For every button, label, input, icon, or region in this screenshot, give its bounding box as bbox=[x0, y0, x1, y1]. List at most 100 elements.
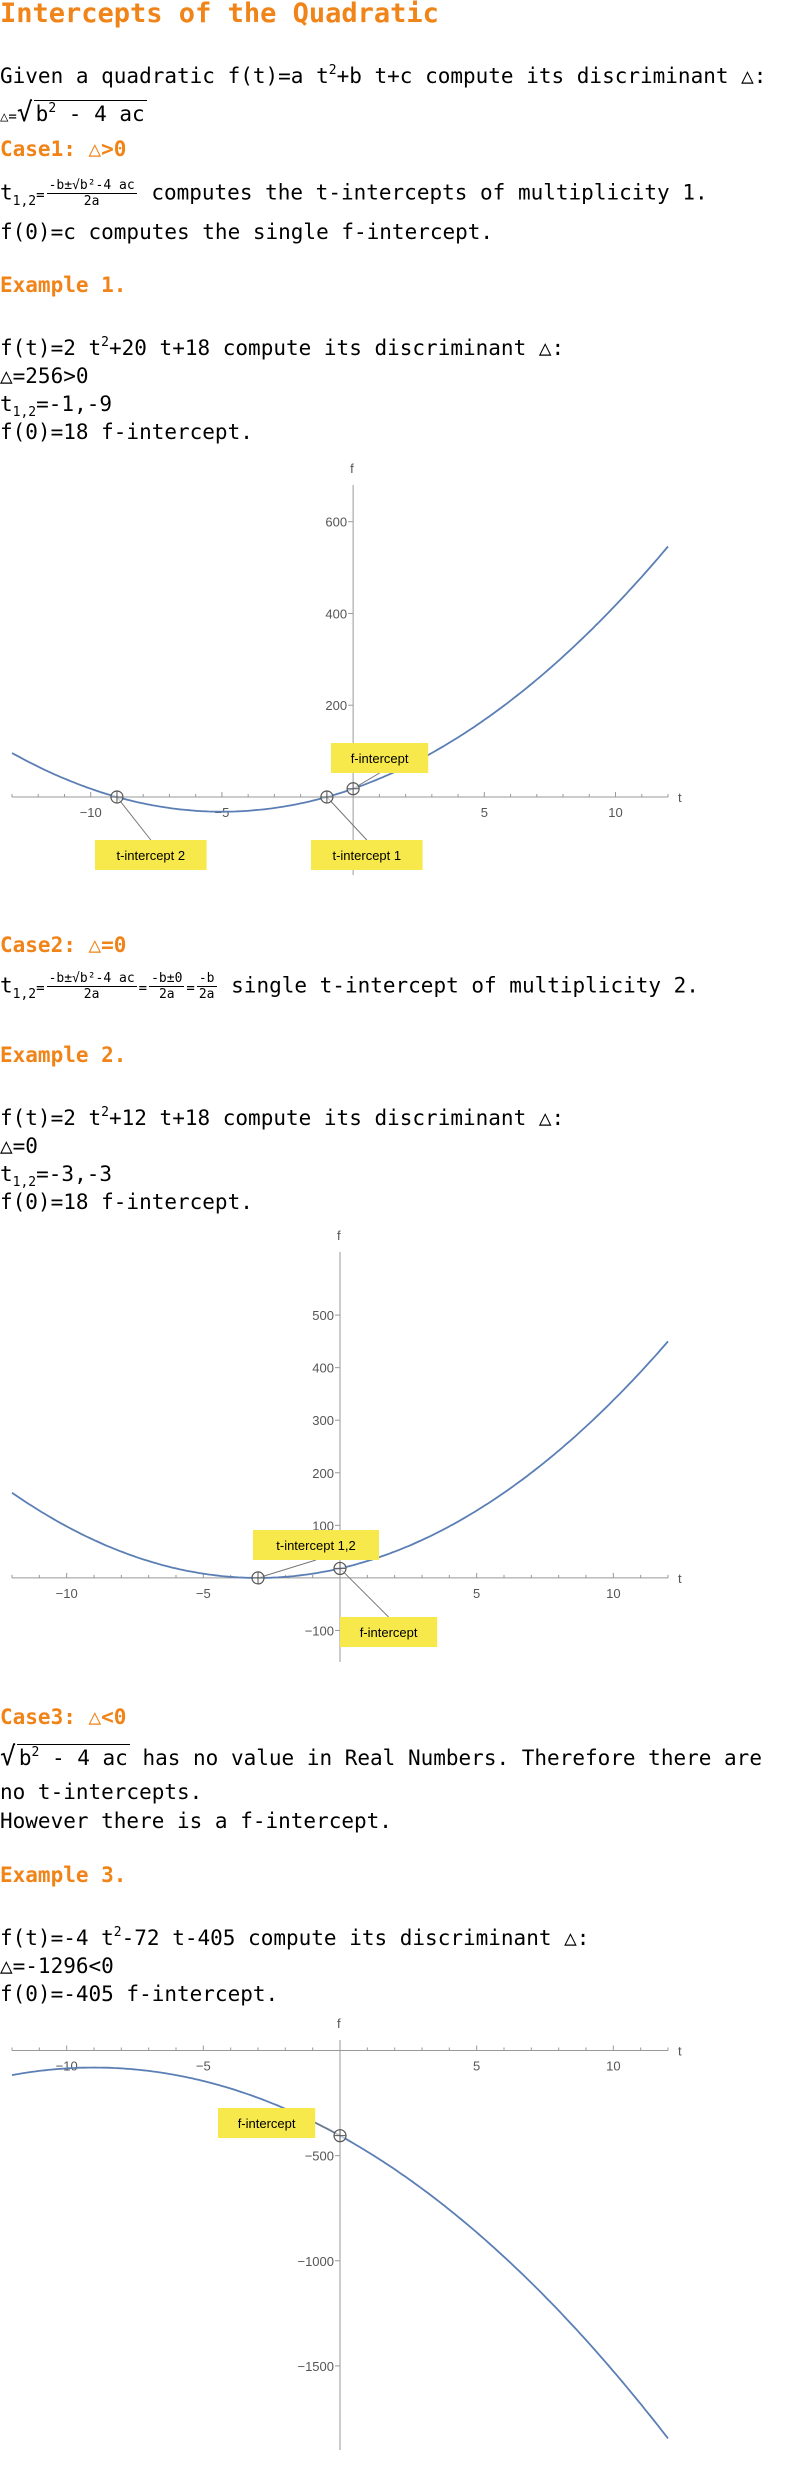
case2-formula-2-numerator: -b±0 bbox=[149, 971, 185, 987]
intercept-crosshair bbox=[334, 1562, 346, 1575]
example1-function: f(t)=2 t2+20 t+18 compute its discrimina… bbox=[0, 335, 564, 365]
case3-line1-text: has no value in Real Numbers. Therefore … bbox=[129, 1746, 762, 1770]
disc-radicand-rest: - 4 ac bbox=[56, 102, 145, 126]
example2-heading: Example 2. bbox=[0, 1043, 127, 1067]
callout-box bbox=[218, 2108, 316, 2138]
intro-func-exponent: 2 bbox=[328, 63, 337, 78]
t-axis-label: t bbox=[678, 1571, 682, 1586]
intro-prefix: Given a quadratic bbox=[0, 64, 228, 88]
case2-formula-1-denominator: 2a bbox=[83, 987, 100, 1002]
f-axis-label: f bbox=[337, 2016, 341, 2031]
case2-formula-3-numerator: -b bbox=[196, 971, 217, 987]
y-tick-label: 400 bbox=[312, 1361, 334, 1376]
example2-t-values: =-3,-3 bbox=[36, 1162, 112, 1186]
callout-box bbox=[95, 840, 207, 870]
callout-label: f-intercept bbox=[360, 1625, 418, 1640]
x-tick-label: 5 bbox=[473, 2059, 480, 2074]
quadratic-formula: -b±√b²-4 ac 2a bbox=[46, 178, 137, 209]
x-tick-label: 10 bbox=[608, 805, 622, 820]
y-tick-label: −1500 bbox=[297, 2359, 334, 2374]
intercept-crosshair bbox=[347, 782, 360, 795]
callout-box bbox=[331, 743, 429, 773]
case1-f0-line: f(0)=c computes the single f-intercept. bbox=[0, 220, 494, 244]
example2-f-rest: +12 t+18 compute its discriminant △: bbox=[108, 1106, 565, 1130]
x-tick-label: 10 bbox=[606, 1586, 620, 1601]
example3-f0: f(0)=-405 f-intercept. bbox=[0, 1982, 279, 2006]
f-axis-label: f bbox=[350, 461, 354, 476]
example3-f-rest: -72 t-405 compute its discriminant △: bbox=[121, 1926, 590, 1950]
case3-line2: no t-intercepts. bbox=[0, 1780, 203, 1804]
y-tick-label: −100 bbox=[305, 1623, 334, 1638]
case1-heading: Case1: △>0 bbox=[0, 137, 127, 161]
example2-disc: △=0 bbox=[0, 1134, 38, 1158]
callout-label: t-intercept 2 bbox=[116, 848, 185, 863]
callout-box bbox=[340, 1617, 438, 1647]
intro-suffix: compute its discriminant △: bbox=[412, 64, 767, 88]
intro-line: Given a quadratic f(t)=a t2+b t+c comput… bbox=[0, 63, 766, 93]
y-tick-label: 500 bbox=[312, 1308, 334, 1323]
y-tick-label: 600 bbox=[325, 515, 347, 530]
example3-chart: t f −10 −5 5 10 −500 −1000 −1500 f-intercept bbox=[11, 2016, 682, 2450]
case2-formula-1-numerator: -b±√b²-4 ac bbox=[46, 971, 137, 987]
example2-f-exponent: 2 bbox=[101, 1105, 109, 1120]
disc-lhs: △= bbox=[0, 109, 17, 125]
callout-label: t-intercept 1 bbox=[332, 848, 401, 863]
case3-radicand-exponent: 2 bbox=[31, 1745, 40, 1760]
example1-f-exponent: 2 bbox=[101, 335, 109, 350]
case3-radicand-b: b bbox=[18, 1746, 32, 1770]
x-tick-label: −10 bbox=[56, 1586, 78, 1601]
x-tick-label: −10 bbox=[56, 2059, 78, 2074]
y-tick-label: 200 bbox=[325, 698, 347, 713]
example1-t-values: =-1,-9 bbox=[36, 392, 112, 416]
example3-disc: △=-1296<0 bbox=[0, 1954, 114, 1978]
example2-function: f(t)=2 t2+12 t+18 compute its discrimina… bbox=[0, 1105, 564, 1135]
example3-function: f(t)=-4 t2-72 t-405 compute its discrimi… bbox=[0, 1925, 589, 1955]
t-axis-label: t bbox=[678, 2044, 682, 2059]
page-title: Intercepts of the Quadratic bbox=[0, 0, 439, 29]
case3-radicand-rest: - 4 ac bbox=[39, 1746, 128, 1770]
example2-t12: t1,2=-3,-3 bbox=[0, 1161, 112, 1191]
y-tick-label: 200 bbox=[312, 1466, 334, 1481]
case2-equals-1: = bbox=[36, 980, 45, 997]
example2-f-prefix: f(t)=2 t bbox=[0, 1106, 102, 1130]
x-tick-label: 5 bbox=[481, 805, 488, 820]
case2-formula-1: -b±√b²-4 ac 2a bbox=[46, 971, 137, 1002]
case2-t12-line: t1,2= -b±√b²-4 ac 2a = -b±0 2a = -b 2a single t-… bbox=[0, 971, 699, 1003]
case3-radicand: b2 - 4 ac bbox=[16, 1744, 130, 1775]
case1-t12-line: t1,2= -b±√b²-4 ac 2a computes the t-interc… bbox=[0, 178, 708, 210]
t-symbol: t bbox=[0, 180, 13, 205]
x-tick-label: −10 bbox=[80, 805, 102, 820]
formula-numerator: -b±√b²-4 ac bbox=[46, 178, 137, 194]
y-tick-label: 100 bbox=[312, 1518, 334, 1533]
y-tick-label: −500 bbox=[305, 2149, 334, 2164]
disc-radicand: b2 - 4 ac bbox=[33, 100, 147, 131]
example1-t-symbol: t bbox=[0, 392, 13, 416]
sqrt-sign: √ bbox=[16, 98, 33, 128]
x-tick-label: −5 bbox=[196, 2059, 211, 2074]
case3-sqrt-sign: √ bbox=[0, 1742, 16, 1772]
example2-t-subscript: 1,2 bbox=[12, 1175, 37, 1190]
example1-f0: f(0)=18 f-intercept. bbox=[0, 420, 253, 444]
callout-leader bbox=[257, 1559, 317, 1579]
example1-heading: Example 1. bbox=[0, 273, 127, 297]
case1-t12-text: computes the t-intercepts of multiplicit… bbox=[138, 180, 708, 205]
t-axis-label: t bbox=[678, 790, 682, 805]
example1-disc: △=256>0 bbox=[0, 364, 89, 388]
example1-f-prefix: f(t)=2 t bbox=[0, 336, 102, 360]
disc-radicand-b: b bbox=[35, 102, 49, 126]
disc-radicand-exponent: 2 bbox=[48, 101, 57, 116]
y-tick-label: 300 bbox=[312, 1413, 334, 1428]
intro-func: f(t)=a t bbox=[227, 64, 329, 88]
callout-box bbox=[253, 1530, 379, 1560]
x-tick-label: 5 bbox=[473, 1586, 480, 1601]
callout-leader bbox=[326, 796, 368, 841]
example2-f0: f(0)=18 f-intercept. bbox=[0, 1190, 253, 1214]
y-tick-label: 400 bbox=[325, 606, 347, 621]
case2-formula-2: -b±0 2a bbox=[149, 971, 185, 1002]
case2-equals-3: = bbox=[186, 980, 195, 997]
x-tick-label: −5 bbox=[196, 1586, 211, 1601]
case2-formula-3: -b 2a bbox=[196, 971, 217, 1002]
y-tick-label: −1000 bbox=[297, 2254, 334, 2269]
